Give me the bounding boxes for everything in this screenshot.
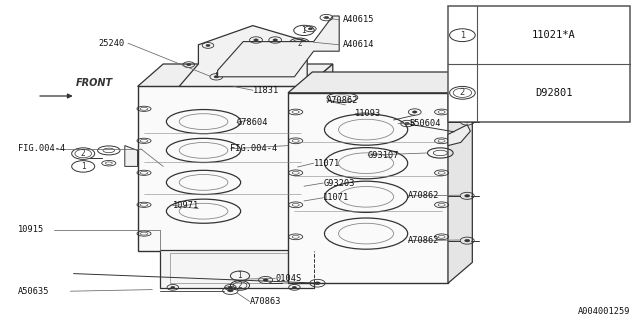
Text: G93203: G93203	[323, 179, 355, 188]
Text: 0104S: 0104S	[275, 274, 301, 283]
Text: 11831: 11831	[253, 86, 279, 95]
Text: 11021*A: 11021*A	[532, 30, 575, 40]
Circle shape	[308, 28, 312, 30]
Text: 1: 1	[460, 31, 465, 40]
Text: 25240: 25240	[99, 39, 125, 48]
Text: A40614: A40614	[342, 40, 374, 49]
Text: 2: 2	[81, 149, 86, 158]
Text: A70862: A70862	[408, 191, 440, 200]
Text: A40615: A40615	[342, 15, 374, 24]
Circle shape	[465, 195, 470, 197]
Text: 10915: 10915	[18, 225, 44, 234]
FancyBboxPatch shape	[288, 93, 448, 283]
Text: A50635: A50635	[18, 287, 49, 296]
Text: 10971: 10971	[173, 201, 199, 210]
Circle shape	[315, 282, 320, 284]
Text: G93107: G93107	[368, 151, 399, 160]
Circle shape	[273, 39, 278, 41]
Polygon shape	[307, 64, 333, 251]
Text: FRONT: FRONT	[76, 78, 113, 88]
Text: 2: 2	[460, 88, 465, 97]
Text: A70862: A70862	[408, 236, 440, 245]
FancyBboxPatch shape	[160, 250, 314, 288]
Polygon shape	[138, 64, 333, 86]
Text: D92801: D92801	[535, 88, 572, 98]
Text: B50604: B50604	[410, 119, 441, 128]
Text: 11093: 11093	[355, 109, 381, 118]
Circle shape	[187, 64, 191, 66]
Circle shape	[228, 289, 233, 292]
Circle shape	[465, 239, 470, 242]
Circle shape	[206, 44, 210, 46]
Text: 11071: 11071	[314, 159, 340, 168]
Circle shape	[292, 286, 296, 288]
Circle shape	[228, 286, 232, 288]
Text: FIG.004-4: FIG.004-4	[230, 144, 278, 153]
Circle shape	[324, 16, 329, 19]
Circle shape	[299, 43, 303, 45]
Text: 11071: 11071	[323, 193, 349, 202]
Circle shape	[214, 76, 219, 78]
Circle shape	[253, 39, 259, 41]
Text: 1: 1	[301, 26, 307, 35]
Text: G78604: G78604	[237, 118, 268, 127]
Polygon shape	[218, 16, 339, 77]
Polygon shape	[288, 72, 472, 93]
Circle shape	[171, 286, 175, 288]
Polygon shape	[125, 146, 138, 166]
Text: 1: 1	[81, 162, 86, 171]
Text: A004001259: A004001259	[578, 308, 630, 316]
Polygon shape	[448, 72, 472, 283]
Polygon shape	[179, 26, 307, 86]
Text: A70863: A70863	[250, 297, 281, 306]
Text: 2: 2	[297, 39, 302, 48]
FancyBboxPatch shape	[448, 6, 630, 122]
Circle shape	[404, 122, 410, 124]
Circle shape	[263, 279, 268, 281]
Circle shape	[413, 111, 417, 113]
Text: A70862: A70862	[326, 96, 358, 105]
Circle shape	[465, 120, 470, 123]
Polygon shape	[448, 125, 470, 146]
Text: FIG.004-4: FIG.004-4	[18, 144, 65, 153]
FancyBboxPatch shape	[138, 86, 307, 251]
Text: 1: 1	[237, 271, 243, 280]
Text: 2: 2	[237, 281, 243, 290]
